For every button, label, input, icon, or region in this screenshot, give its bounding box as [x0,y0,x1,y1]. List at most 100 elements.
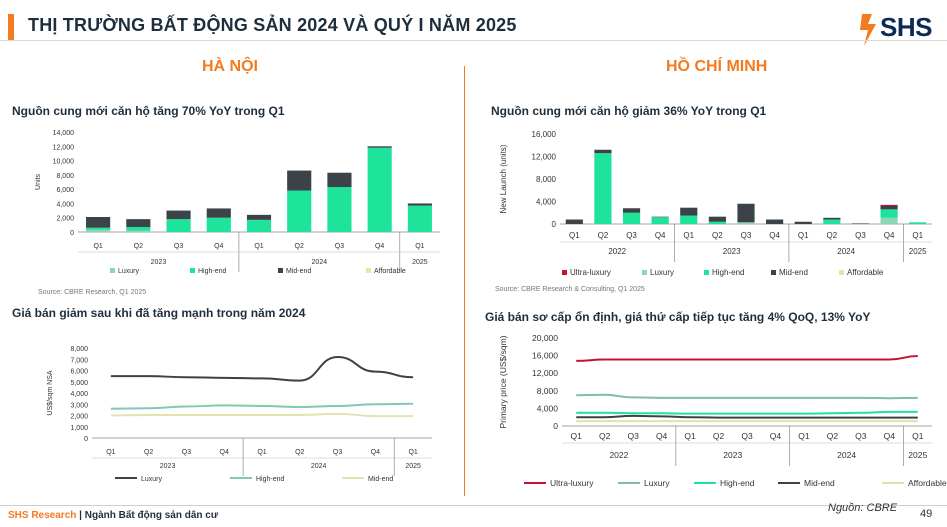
source-note: Nguồn: CBRE [828,502,898,514]
hcm_supply-legend-label: Affordable [847,268,884,277]
hcm_supply-ylabel: New Launch (units) [499,144,508,213]
hcm_supply-legend-swatch [642,270,647,275]
hn_supply-bar-high-end [327,187,352,232]
hn_price-ytick-label: 4,000 [70,391,88,398]
hn-supply-source: Source: CBRE Research, Q1 2025 [38,289,147,296]
region-hcmc: HỒ CHÍ MINH [666,58,768,75]
hn_supply-bar-high-end [246,219,272,232]
hn_supply-category-label: Q2 [134,243,143,250]
hcm_price-group-label: 2022 [609,450,628,460]
page-title: THỊ TRƯỜNG BẤT ĐỘNG SẢN 2024 VÀ QUÝ I NĂ… [28,15,517,35]
hn_supply-legend-label: Mid-end [286,268,311,275]
header-accent-bar [8,14,14,40]
hn_supply-bar-luxury [126,230,151,232]
hn_supply-category-label: Q1 [93,243,102,250]
hcm_supply-legend-swatch [771,270,776,275]
hn_price-ytick-label: 6,000 [70,369,88,376]
footer: SHS Research | Ngành Bất động sản dân cư [8,510,218,521]
hcm_supply-bar-mid-end [708,216,726,222]
hn_supply-category-label: Q3 [335,243,344,250]
hcm_supply-legend-label: Mid-end [779,268,808,277]
hcm_supply-ytick-label: 8,000 [536,175,557,184]
hn-price-chart: 0 1,000 2,000 3,000 4,000 5,000 6,000 7,000 8,00… [47,346,432,483]
hn_price-category-label: Q2 [295,449,304,456]
hcm_price-ytick-label: 20,000 [532,333,558,343]
hcm_supply-group-label: 2025 [909,247,927,256]
hn_price-category-label: Q4 [371,449,380,456]
hcm_supply-group-label: 2023 [723,247,741,256]
hn_supply-bar-mid-end [407,203,432,206]
hcm_supply-bar-luxury [880,217,898,224]
hn_supply-legend-swatch [278,268,283,273]
hn_supply-category-label: Q4 [214,243,223,250]
hcm_supply-ytick-label: 0 [552,220,557,229]
hcm_price-ytick-label: 8,000 [537,386,559,396]
hcm_supply-bar-mid-end [565,219,583,224]
hcm_supply-ytick-label: 4,000 [536,198,557,207]
page-number: 49 [920,508,933,520]
hn_supply-ytick-label: 4,000 [56,201,74,208]
hn_price-category-label: Q1 [408,449,417,456]
hn_supply-ytick-label: 8,000 [56,173,74,180]
hn_supply-legend-swatch [190,268,195,273]
hcm_supply-bar-high-end [880,209,898,218]
hcm_price-line-high-end [576,410,918,415]
hn_supply-group-label: 2024 [312,259,328,266]
hcm_supply-legend-label: High-end [712,268,744,277]
hcm_price-group-label: 2024 [837,450,856,460]
hcm_price-category-label: Q3 [855,431,867,441]
footer-section: Ngành Bất động sản dân cư [84,510,219,521]
hcm_supply-bar-high-end [622,212,641,224]
hcm_price-ytick-label: 0 [553,421,558,431]
hcm_supply-category-label: Q2 [827,231,838,240]
hn_supply-bar-high-end [166,219,191,232]
hn_supply-category-label: Q1 [415,243,424,250]
hn_supply-ytick-label: 6,000 [56,187,74,194]
hcm_price-category-label: Q1 [912,431,924,441]
footer-separator: | [79,510,82,521]
hcm-price-chart: 0 4,000 8,000 12,000 16,000 20,000 Primary pri… [498,333,947,488]
hn_supply-bar-mid-end [86,217,111,228]
hn_supply-ytick-label: 0 [70,230,74,237]
hn_price-ylabel: US$/sqm NSA [47,370,54,415]
hn_price-ytick-label: 1,000 [70,425,88,432]
hn_supply-bar-high-end [287,190,312,232]
hcm_price-category-label: Q2 [713,431,725,441]
hcm_supply-category-label: Q1 [569,231,580,240]
hcm_supply-bar-ultra-luxury [880,204,898,206]
hcm_price-legend-label: Luxury [644,478,670,488]
hn_supply-category-label: Q1 [254,243,263,250]
hcm_price-legend-label: Mid-end [804,478,835,488]
hn_price-category-label: Q2 [144,449,153,456]
hn_supply-bar-high-end [367,147,392,232]
hcm_price-category-label: Q2 [599,431,611,441]
hcm_price-category-label: Q4 [770,431,782,441]
hcm_supply-category-label: Q3 [741,231,752,240]
hcm_price-legend-label: Ultra-luxury [550,478,594,488]
hcm_supply-group-label: 2024 [837,247,855,256]
hn_supply-ytick-label: 10,000 [53,159,75,166]
hcm_supply-bar-mid-end [680,207,698,216]
hcm_supply-bar-mid-end [880,206,898,210]
hn_price-category-label: Q3 [333,449,342,456]
hcm_price-category-label: Q2 [827,431,839,441]
hn_price-category-label: Q3 [182,449,191,456]
hcm_price-legend-label: High-end [720,478,755,488]
hcm_supply-ytick-label: 16,000 [532,130,557,139]
logo-text: SHS [880,12,932,42]
hn_supply-bar-high-end [206,217,231,232]
hcm_supply-bar-mid-end [851,223,870,224]
hcm_supply-legend-label: Luxury [650,268,674,277]
hn_supply-bar-mid-end [126,219,151,227]
hn_supply-ytick-label: 2,000 [56,216,74,223]
hcm_supply-bar-mid-end [766,219,784,224]
hn_price-line-mid-end [110,412,414,418]
hn_price-ytick-label: 0 [84,436,88,443]
hn_supply-group-label: 2025 [412,259,428,266]
hn_price-line-luxury [110,355,414,382]
hn_supply-ylabel: Units [35,174,42,190]
hcm-supply-subtitle: Nguồn cung mới căn hộ giảm 36% YoY trong… [491,104,767,118]
hcm_supply-category-label: Q3 [626,231,637,240]
hcm_supply-legend-label: Ultra-luxury [570,268,611,277]
hcm_price-group-label: 2023 [723,450,742,460]
